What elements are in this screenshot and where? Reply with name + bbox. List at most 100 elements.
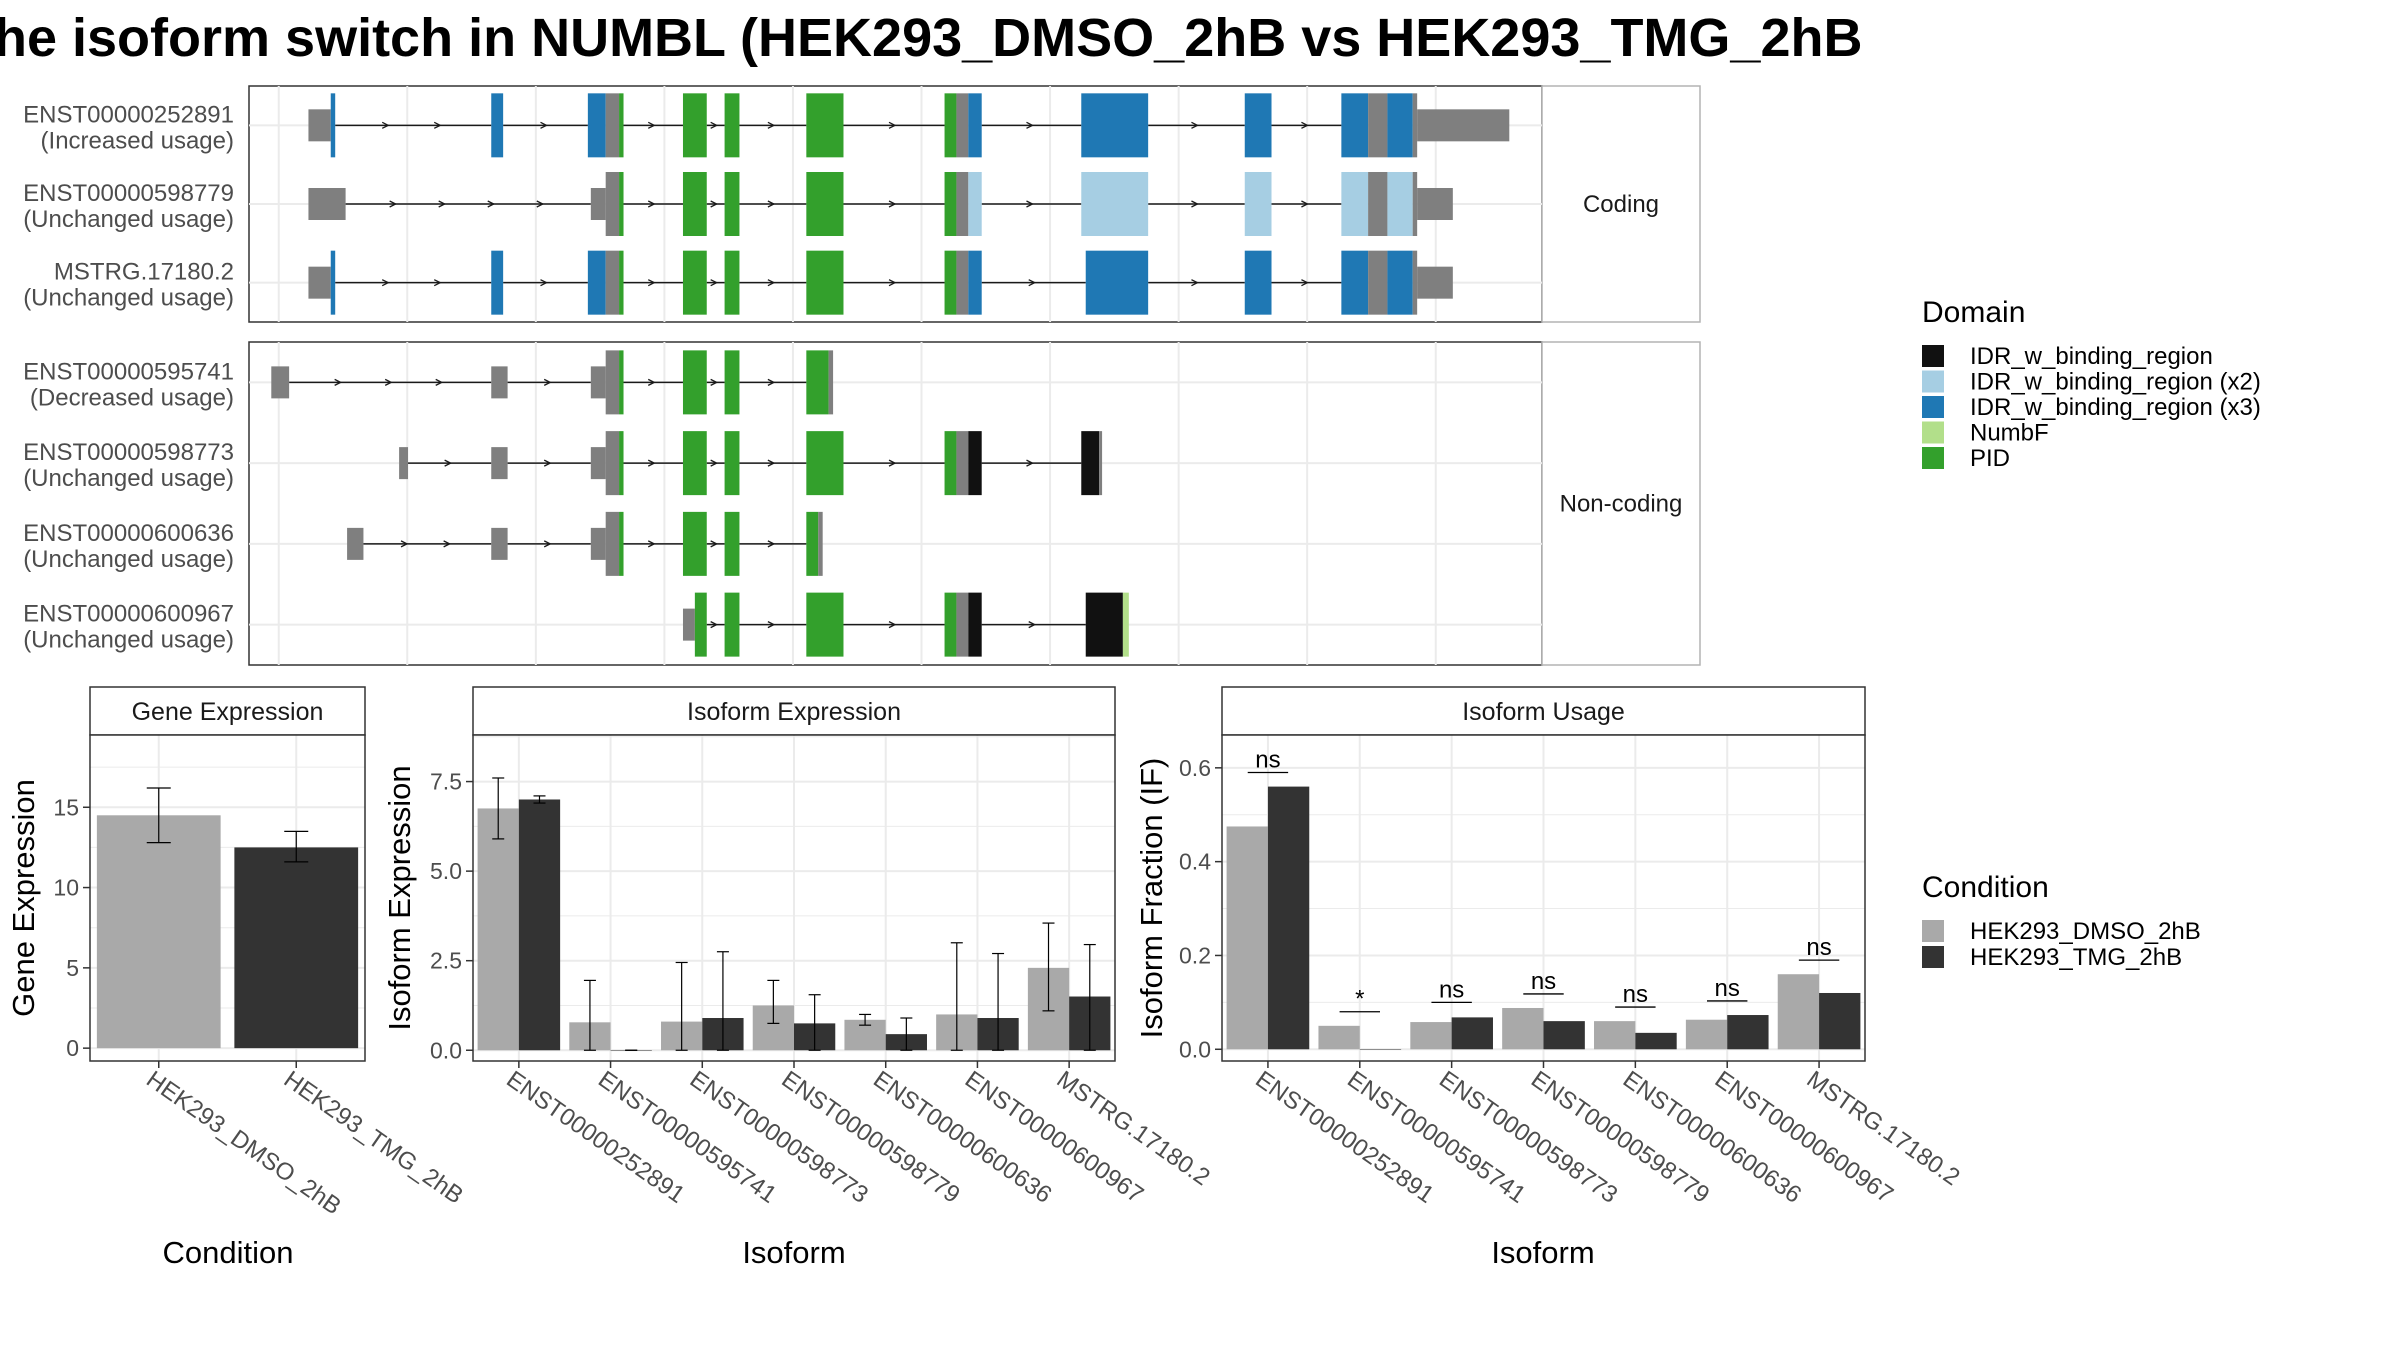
exon — [1412, 93, 1418, 158]
intron-arrow — [710, 621, 719, 629]
exon — [347, 527, 364, 560]
exon — [1085, 592, 1123, 657]
exon — [724, 350, 740, 415]
exon — [1368, 172, 1388, 236]
y-tick-label: 0.0 — [1179, 1036, 1211, 1062]
intron-arrow — [647, 200, 656, 208]
exon — [806, 172, 844, 236]
isoform-row: ENST00000252891(Increased usage) — [23, 93, 1542, 158]
exon — [682, 350, 707, 415]
exon — [330, 250, 336, 315]
exon — [605, 93, 620, 158]
exon — [956, 592, 969, 657]
exon — [1122, 592, 1129, 657]
y-axis-title: Isoform Expression — [382, 765, 417, 1030]
legends: DomainIDR_w_binding_regionIDR_w_binding_… — [1922, 296, 2261, 971]
exon — [1417, 266, 1453, 299]
intron-arrow — [381, 121, 390, 129]
intron-arrow — [767, 200, 776, 208]
bar — [1502, 1007, 1544, 1050]
isoform-name: ENST00000252891 — [23, 101, 234, 128]
strip-frame — [472, 686, 1116, 736]
intron-arrow — [767, 378, 776, 386]
condition-legend-key — [1922, 946, 1944, 968]
bar — [1359, 1049, 1402, 1050]
exon — [682, 93, 707, 158]
exon — [1417, 109, 1510, 142]
intron-arrow — [1028, 279, 1037, 287]
intron-arrow — [1026, 121, 1034, 129]
intron-arrow — [384, 378, 393, 386]
domain-legend-label: IDR_w_binding_region (x2) — [1970, 369, 2261, 396]
exon — [1412, 172, 1418, 236]
exon — [682, 511, 707, 576]
intron-arrow — [767, 621, 776, 629]
isoform-name: ENST00000598779 — [23, 180, 234, 207]
bar — [96, 815, 221, 1049]
intron-arrow — [536, 200, 545, 208]
exon — [1341, 93, 1369, 158]
bar — [1635, 1032, 1677, 1050]
exon — [491, 250, 504, 315]
y-tick-label: 0 — [66, 1035, 79, 1061]
intron-arrow — [888, 621, 897, 629]
exon — [1368, 93, 1388, 158]
exon — [605, 172, 620, 236]
exon — [1417, 188, 1453, 220]
exon — [1244, 172, 1272, 236]
intron-arrow — [1191, 200, 1199, 208]
isoform-status: (Unchanged usage) — [23, 465, 234, 492]
intron-arrow — [1191, 121, 1199, 129]
bar — [1685, 1019, 1728, 1050]
strip-label: Non-coding — [1560, 491, 1683, 518]
exon — [1387, 250, 1413, 315]
isoform-status: (Unchanged usage) — [23, 627, 234, 654]
intron-arrow — [543, 540, 552, 548]
intron-arrow — [381, 279, 390, 287]
intron-arrow — [543, 459, 552, 467]
exon — [682, 431, 707, 496]
bar — [1594, 1021, 1636, 1050]
expression-bar-charts: Gene Expression051015HEK293_DMSO_2hBHEK2… — [6, 686, 1965, 1270]
exon — [806, 511, 819, 576]
exon — [1341, 172, 1369, 236]
exon — [587, 93, 606, 158]
exon — [1081, 431, 1100, 496]
isoform-row: ENST00000600967(Unchanged usage) — [23, 592, 1542, 657]
exon — [724, 431, 740, 496]
strip-label: Coding — [1583, 191, 1659, 218]
isoform-name: MSTRG.17180.2 — [54, 259, 234, 286]
exon — [968, 172, 982, 236]
y-tick-label: 5.0 — [430, 858, 462, 884]
domain-legend-title: Domain — [1922, 296, 2025, 329]
y-tick-label: 7.5 — [430, 769, 462, 795]
domain-legend-label: IDR_w_binding_region (x3) — [1970, 394, 2261, 421]
exon — [308, 188, 346, 220]
intron-arrow — [435, 378, 444, 386]
intron-arrow — [710, 378, 719, 386]
isoform-status: (Increased usage) — [41, 127, 234, 154]
intron-arrow — [438, 200, 447, 208]
bar — [1451, 1017, 1493, 1050]
significance-label: ns — [1623, 981, 1648, 1008]
intron-arrow — [710, 540, 719, 548]
exon — [590, 527, 606, 560]
intron-arrow — [710, 121, 719, 129]
exon — [1387, 172, 1413, 236]
intron-arrow — [540, 121, 548, 129]
exon — [271, 366, 290, 399]
intron-arrow — [647, 378, 656, 386]
intron-arrow — [1191, 279, 1199, 287]
exon — [724, 172, 740, 236]
intron-arrow — [647, 540, 656, 548]
isoform-row: ENST00000595741(Decreased usage) — [23, 350, 1542, 415]
condition-legend-label: HEK293_TMG_2hB — [1970, 944, 2182, 971]
exon — [956, 431, 969, 496]
bar — [1318, 1025, 1360, 1050]
exon — [806, 250, 844, 315]
exon — [1081, 93, 1149, 158]
y-tick-label: 0.6 — [1179, 755, 1211, 781]
